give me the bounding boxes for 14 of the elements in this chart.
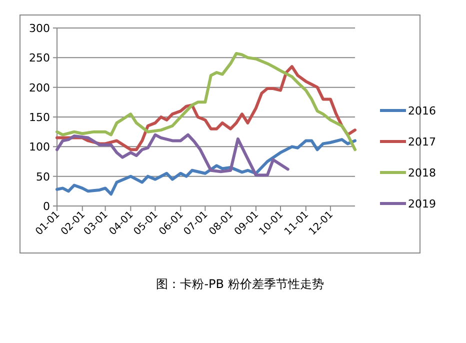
legend-label: 2017 <box>408 136 436 148</box>
text: 图：卡粉-PB 粉价差季节性走势 <box>156 277 324 291</box>
legend-label: 2016 <box>408 104 436 118</box>
y-tick-label: 300 <box>29 22 50 35</box>
y-tick-label: 100 <box>29 140 50 154</box>
y-tick-label: 250 <box>29 52 50 65</box>
y-tick-label: 50 <box>36 170 50 184</box>
legend-label: 2019 <box>408 198 436 210</box>
y-tick-label: 0 <box>43 200 50 213</box>
legend-label: 2018 <box>408 166 436 180</box>
y-tick-label: 150 <box>29 111 50 124</box>
y-tick-label: 200 <box>29 81 50 94</box>
line-series <box>56 133 290 177</box>
line-series <box>56 138 356 196</box>
